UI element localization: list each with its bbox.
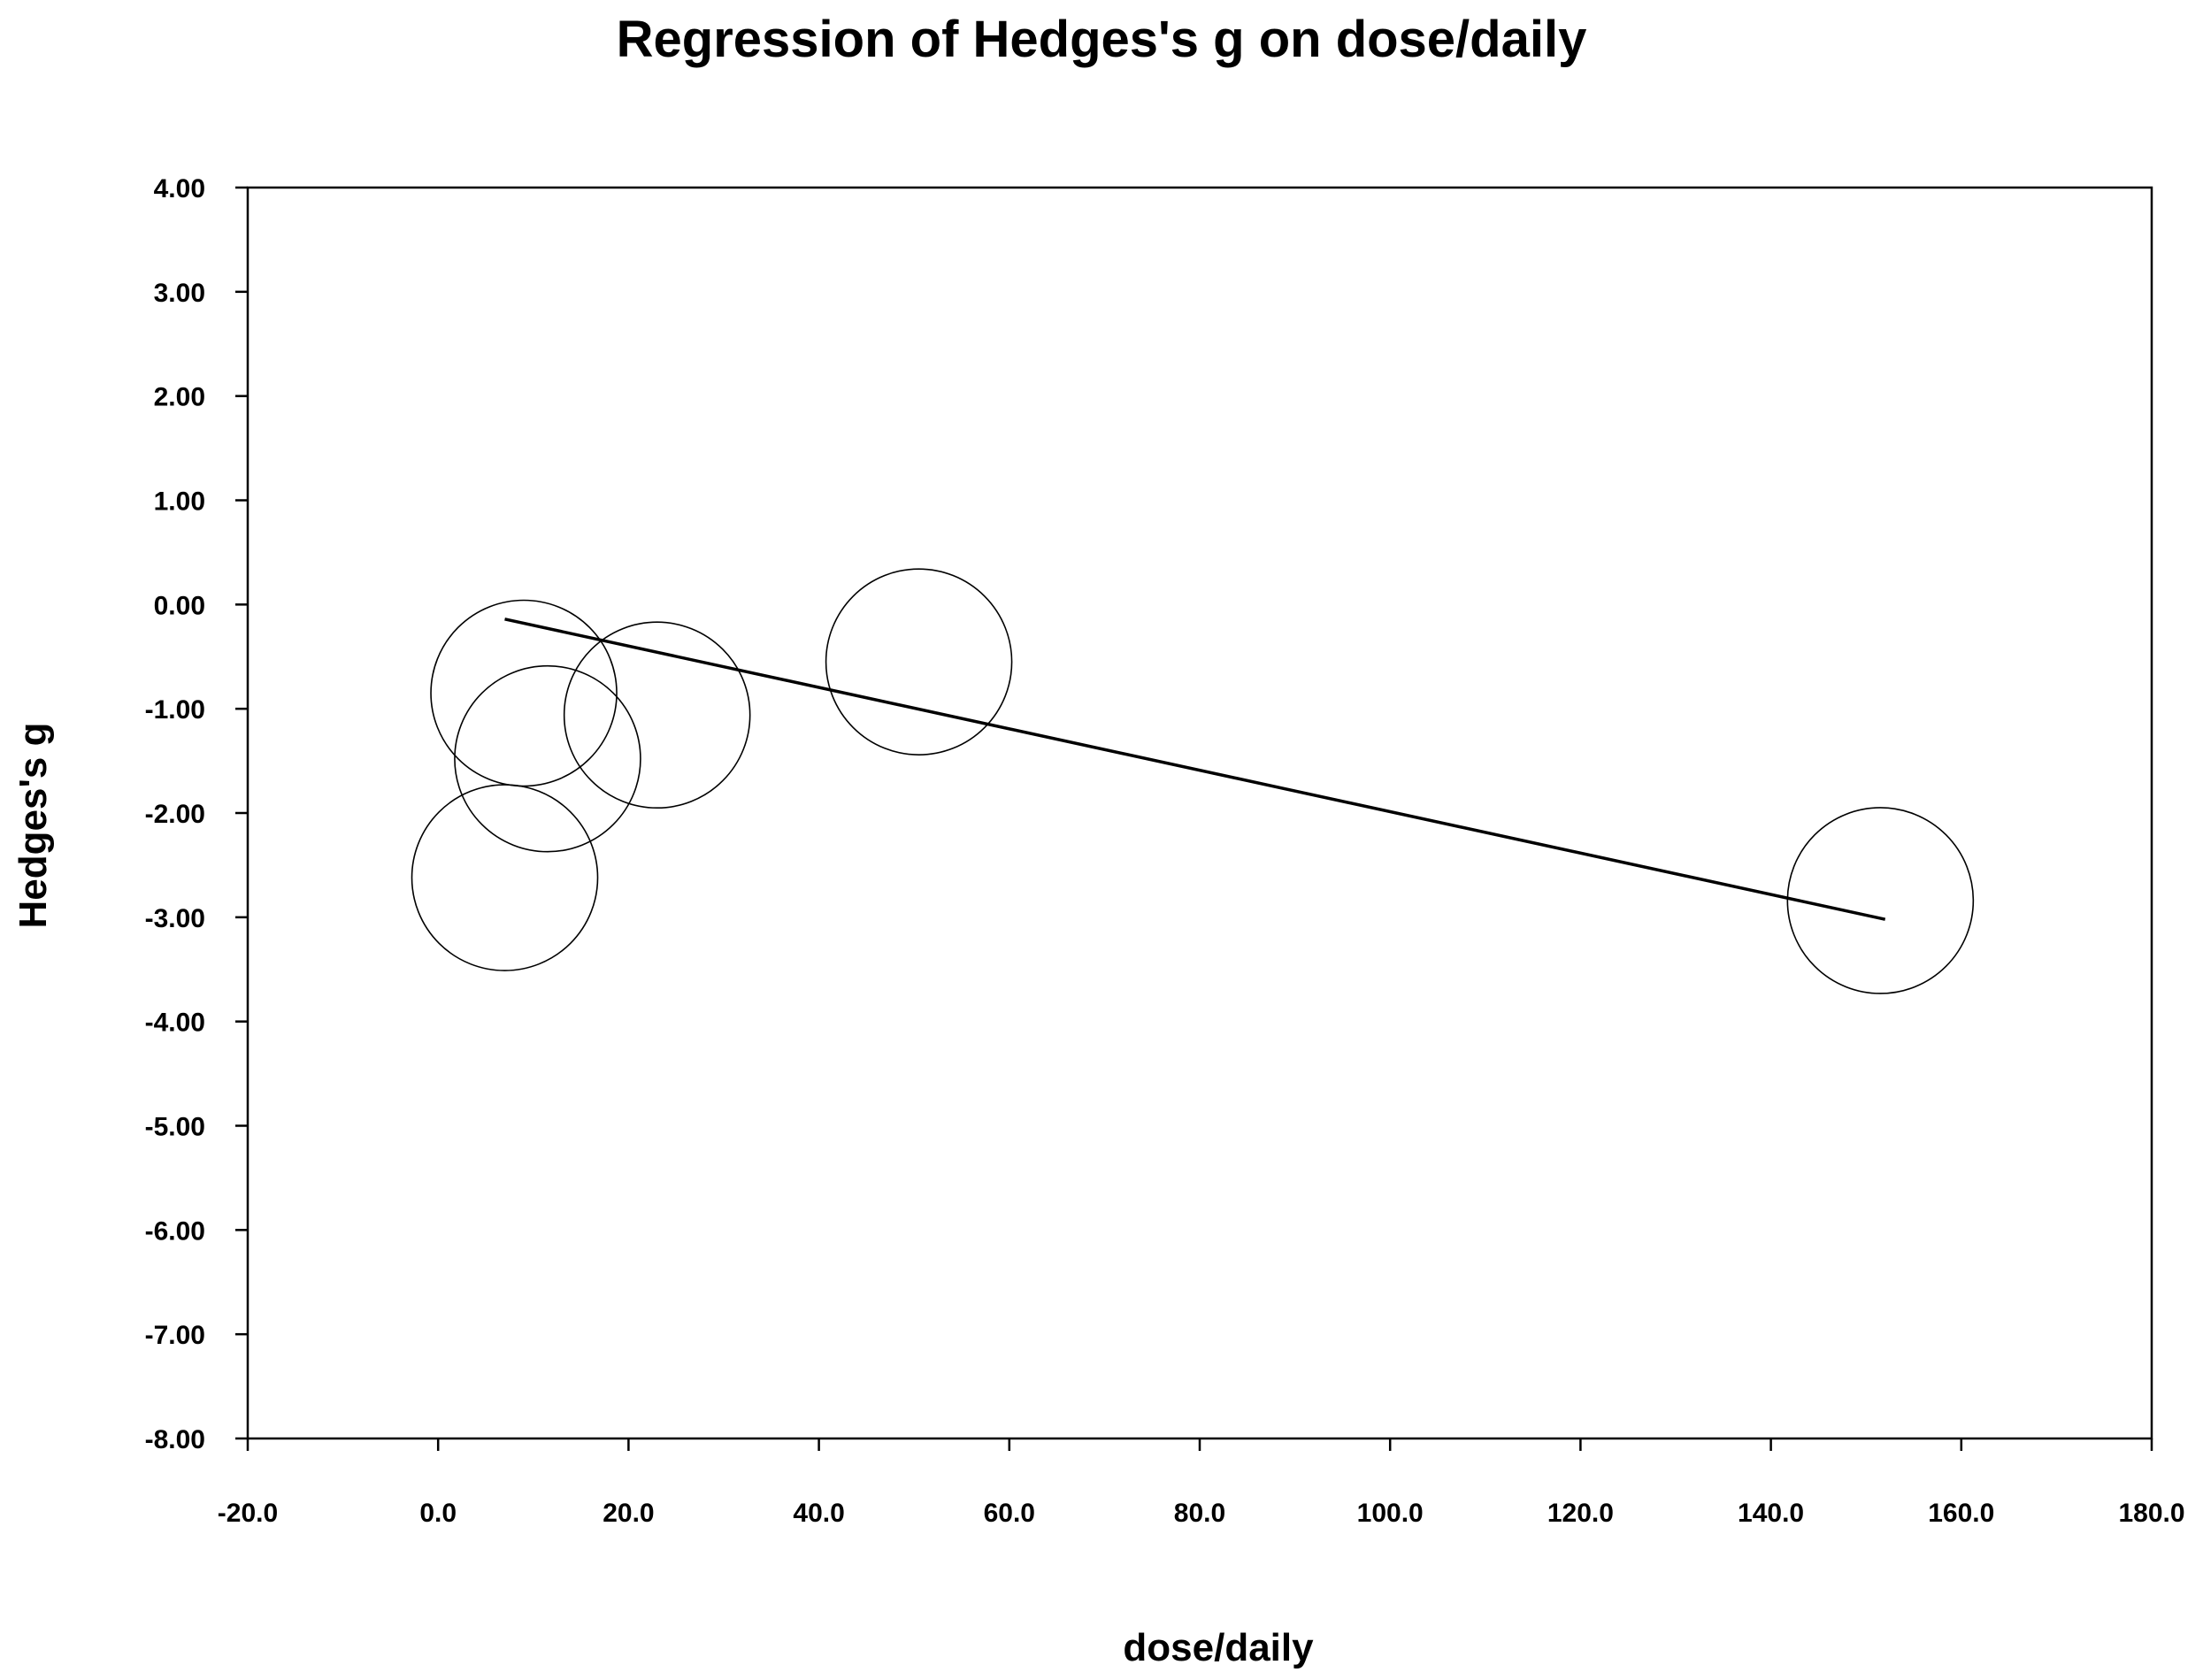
x-tick-label: 140.0 bbox=[1738, 1499, 1804, 1528]
y-tick-label: 2.00 bbox=[154, 383, 205, 412]
chart-title: Regression of Hedges's g on dose/daily bbox=[617, 11, 1587, 68]
data-point bbox=[411, 784, 599, 971]
x-tick-label: 60.0 bbox=[984, 1499, 1035, 1528]
data-point bbox=[563, 621, 751, 809]
x-tick-label: 80.0 bbox=[1174, 1499, 1225, 1528]
y-tick-label: 4.00 bbox=[154, 174, 205, 203]
plot-area-frame bbox=[246, 186, 2153, 1440]
x-tick-label: 100.0 bbox=[1357, 1499, 1424, 1528]
y-axis-label: Hedges's g bbox=[12, 723, 55, 929]
data-point bbox=[1786, 807, 1975, 994]
y-tick-label: -8.00 bbox=[145, 1425, 205, 1454]
x-tick-label: 120.0 bbox=[1547, 1499, 1614, 1528]
y-tick-label: -6.00 bbox=[145, 1216, 205, 1246]
y-tick-label: -4.00 bbox=[145, 1009, 205, 1038]
y-tick-label: -3.00 bbox=[145, 904, 205, 933]
y-tick-label: -7.00 bbox=[145, 1321, 205, 1350]
y-axis-ticks: 4.00 3.00 2.00 1.00 0.00 -1.00 -2.00 -3.00 -4.00… bbox=[145, 174, 248, 1454]
x-tick-label: 0.0 bbox=[419, 1499, 457, 1528]
y-tick-label: 3.00 bbox=[154, 279, 205, 308]
y-tick-label: -1.00 bbox=[145, 695, 205, 725]
x-tick-label: 180.0 bbox=[2118, 1499, 2184, 1528]
x-tick-label: 160.0 bbox=[1928, 1499, 1994, 1528]
regression-line bbox=[504, 618, 1886, 921]
data-point bbox=[430, 599, 618, 787]
data-marks bbox=[411, 568, 1975, 994]
y-tick-label: -2.00 bbox=[145, 800, 205, 829]
data-point bbox=[825, 568, 1013, 756]
data-point bbox=[454, 664, 641, 853]
x-tick-label: 40.0 bbox=[793, 1499, 844, 1528]
x-tick-label: 20.0 bbox=[603, 1499, 654, 1528]
y-tick-label: 0.00 bbox=[154, 591, 205, 620]
x-axis-label: dose/daily bbox=[1123, 1626, 1314, 1669]
y-tick-label: -5.00 bbox=[145, 1113, 205, 1142]
x-tick-label: -20.0 bbox=[218, 1499, 278, 1528]
y-tick-label: 1.00 bbox=[154, 487, 205, 517]
x-axis-ticks: -20.0 0.0 20.0 40.0 60.0 80.0 100.0 120.0 140.0 1… bbox=[218, 1438, 2185, 1528]
